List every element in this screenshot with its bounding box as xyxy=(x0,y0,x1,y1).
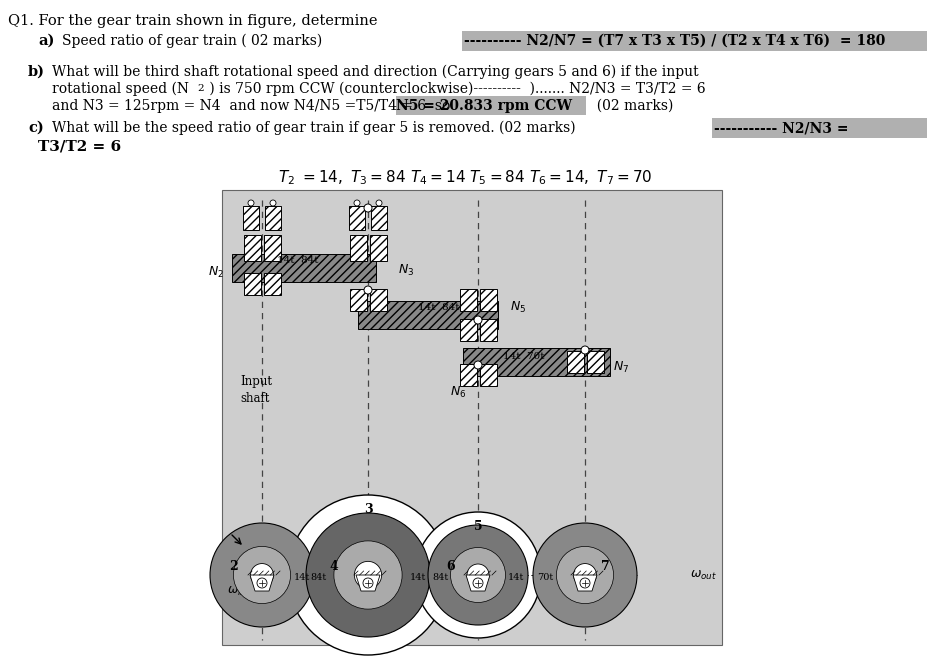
Text: (02 marks): (02 marks) xyxy=(588,99,673,113)
Text: a): a) xyxy=(38,34,54,48)
Text: What will be third shaft rotational speed and direction (Carrying gears 5 and 6): What will be third shaft rotational spee… xyxy=(52,65,698,79)
Polygon shape xyxy=(356,575,380,591)
Polygon shape xyxy=(573,575,597,591)
Bar xyxy=(370,235,386,261)
Text: 14t  70t: 14t 70t xyxy=(503,352,545,361)
Text: $N_2$: $N_2$ xyxy=(208,265,224,280)
Text: 84t: 84t xyxy=(310,572,326,581)
Bar xyxy=(263,273,280,295)
Text: 70t: 70t xyxy=(537,572,553,581)
Circle shape xyxy=(354,200,360,206)
Text: 6: 6 xyxy=(446,560,455,574)
Bar xyxy=(263,235,280,261)
Text: 84t: 84t xyxy=(432,572,448,581)
Bar xyxy=(232,254,376,282)
Bar xyxy=(244,273,261,295)
Circle shape xyxy=(334,541,402,609)
Circle shape xyxy=(234,547,290,604)
Bar xyxy=(244,235,261,261)
Text: 2: 2 xyxy=(229,560,237,574)
Circle shape xyxy=(573,564,597,587)
Bar xyxy=(349,289,367,311)
Text: Q1. For the gear train shown in figure, determine: Q1. For the gear train shown in figure, … xyxy=(8,14,377,28)
Bar xyxy=(460,364,477,386)
Bar xyxy=(566,351,584,373)
Text: $\omega_{in}$: $\omega_{in}$ xyxy=(227,585,247,598)
Circle shape xyxy=(248,200,254,206)
Text: and N3 = 125rpm = N4  and now N4/N5 =T5/T4 = 6  so: and N3 = 125rpm = N4 and now N4/N5 =T5/T… xyxy=(52,99,454,113)
Bar xyxy=(587,351,603,373)
Text: $N_6$: $N_6$ xyxy=(450,385,466,400)
Bar xyxy=(463,348,610,376)
Bar xyxy=(243,206,259,230)
Circle shape xyxy=(288,495,448,655)
Bar xyxy=(371,206,387,230)
Circle shape xyxy=(363,578,373,588)
Bar xyxy=(479,364,496,386)
Circle shape xyxy=(364,286,372,294)
Text: Speed ratio of gear train ( 02 marks): Speed ratio of gear train ( 02 marks) xyxy=(62,34,322,49)
Bar xyxy=(396,96,586,115)
Circle shape xyxy=(474,361,482,369)
Circle shape xyxy=(306,513,430,637)
Circle shape xyxy=(270,200,276,206)
Text: $N_4$: $N_4$ xyxy=(373,290,389,305)
Bar xyxy=(370,289,386,311)
Circle shape xyxy=(581,346,589,354)
Bar xyxy=(712,118,927,138)
Text: 7: 7 xyxy=(601,560,610,574)
Polygon shape xyxy=(250,575,274,591)
Bar xyxy=(265,206,281,230)
Text: ---------- N2/N7 = (T7 x T3 x T5) / (T2 x T4 x T6)  = 180: ---------- N2/N7 = (T7 x T3 x T5) / (T2 … xyxy=(464,34,885,48)
Bar xyxy=(358,301,498,329)
Bar xyxy=(349,235,367,261)
Bar xyxy=(479,319,496,341)
Text: N5 = 20.833 rpm CCW: N5 = 20.833 rpm CCW xyxy=(396,99,573,113)
Text: 2: 2 xyxy=(197,84,204,93)
Circle shape xyxy=(467,564,489,586)
Text: c): c) xyxy=(28,121,44,135)
Text: $N_3$: $N_3$ xyxy=(398,263,414,278)
Circle shape xyxy=(355,561,382,589)
Text: 4: 4 xyxy=(330,560,338,574)
Circle shape xyxy=(415,512,541,638)
Circle shape xyxy=(364,204,372,212)
Text: rotational speed (N: rotational speed (N xyxy=(52,82,189,97)
Circle shape xyxy=(474,316,482,324)
Text: What will be the speed ratio of gear train if gear 5 is removed. (02 marks): What will be the speed ratio of gear tra… xyxy=(52,121,575,135)
Text: T3/T2 = 6: T3/T2 = 6 xyxy=(38,140,121,154)
Bar xyxy=(462,31,927,51)
Text: $N_7$: $N_7$ xyxy=(613,360,629,375)
Circle shape xyxy=(473,578,483,588)
Text: b): b) xyxy=(28,65,45,79)
Circle shape xyxy=(533,523,637,627)
Circle shape xyxy=(428,525,528,625)
Circle shape xyxy=(451,547,506,602)
Text: $\omega_{out}$: $\omega_{out}$ xyxy=(690,568,717,581)
Text: $T_2\ =14,\ T_3=84\ T_4=14\ T_5=84\ T_6=14,\ T_7=70$: $T_2\ =14,\ T_3=84\ T_4=14\ T_5=84\ T_6=… xyxy=(277,168,653,187)
Circle shape xyxy=(376,200,382,206)
Text: 14t: 14t xyxy=(293,572,310,581)
Text: Input
shaft: Input shaft xyxy=(240,375,272,405)
Text: 3: 3 xyxy=(364,503,372,516)
Bar xyxy=(460,319,477,341)
Circle shape xyxy=(557,547,614,604)
Text: 5: 5 xyxy=(474,520,482,533)
Circle shape xyxy=(257,578,267,588)
Bar xyxy=(479,289,496,311)
Text: 14t: 14t xyxy=(507,572,524,581)
Bar xyxy=(460,289,477,311)
Text: 14t  84t: 14t 84t xyxy=(418,303,460,312)
Circle shape xyxy=(580,578,590,588)
Text: 14t: 14t xyxy=(410,572,426,581)
Text: $N_5$: $N_5$ xyxy=(510,300,526,315)
Bar xyxy=(222,190,722,645)
Circle shape xyxy=(210,523,314,627)
Bar xyxy=(349,206,365,230)
Text: 14t  84t: 14t 84t xyxy=(277,256,318,265)
Circle shape xyxy=(250,564,274,587)
Text: ) is 750 rpm CCW (counterclockwise)----------  )....... N2/N3 = T3/T2 = 6: ) is 750 rpm CCW (counterclockwise)-----… xyxy=(205,82,706,97)
Polygon shape xyxy=(466,575,490,591)
Text: ----------- N2/N3 =: ----------- N2/N3 = xyxy=(714,121,848,135)
